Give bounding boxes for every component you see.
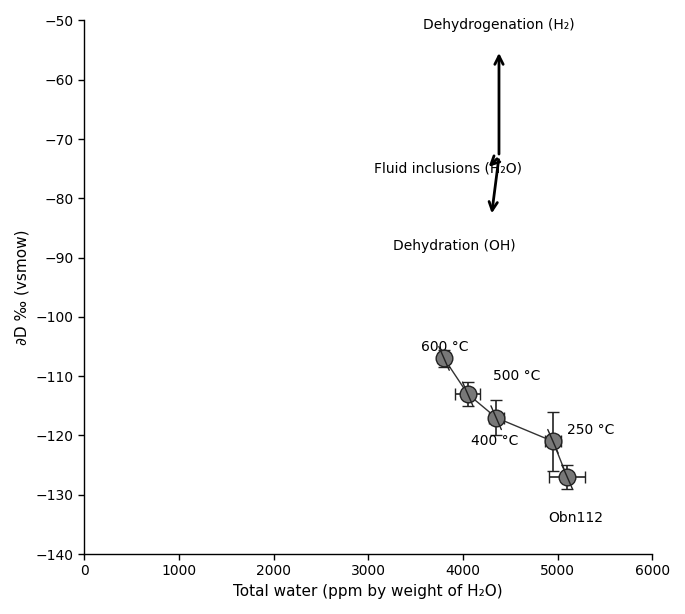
Text: Dehydration (OH): Dehydration (OH) — [393, 239, 516, 253]
Text: 250 °C: 250 °C — [567, 422, 614, 437]
Y-axis label: ∂D ‰ (vsmow): ∂D ‰ (vsmow) — [15, 230, 30, 345]
Text: Dehydrogenation (H₂): Dehydrogenation (H₂) — [423, 18, 575, 33]
Text: 400 °C: 400 °C — [471, 434, 518, 448]
X-axis label: Total water (ppm by weight of H₂O): Total water (ppm by weight of H₂O) — [234, 584, 503, 599]
Text: 600 °C: 600 °C — [421, 340, 469, 354]
Text: Fluid inclusions (H₂O): Fluid inclusions (H₂O) — [374, 161, 522, 176]
Text: Obn112: Obn112 — [548, 511, 603, 526]
Text: 500 °C: 500 °C — [493, 369, 540, 383]
